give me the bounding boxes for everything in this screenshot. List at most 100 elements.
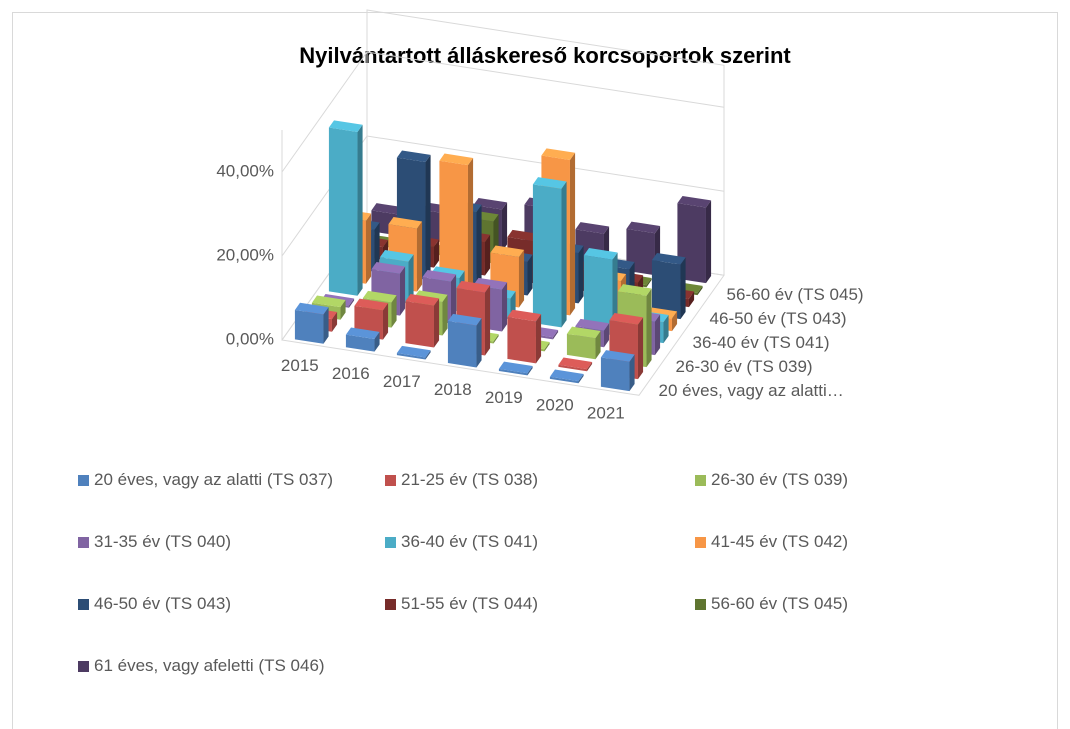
wall-edge — [366, 9, 725, 276]
bar-side — [357, 124, 363, 296]
bar-top — [490, 245, 525, 258]
x-tick-label: 2020 — [536, 396, 574, 415]
bar — [532, 177, 567, 328]
bar-side — [425, 154, 431, 280]
bar-side — [484, 234, 491, 276]
bar-side — [569, 152, 576, 316]
bar-top — [549, 369, 584, 382]
bar-top — [558, 357, 593, 370]
bar-top — [430, 266, 465, 278]
bar-top — [396, 345, 431, 358]
bar-side — [688, 291, 695, 308]
bar-side — [331, 311, 338, 332]
bar-top — [473, 197, 508, 210]
x-tick-label: 2021 — [587, 404, 625, 423]
legend-item: 36-40 év (TS 041) — [385, 530, 695, 554]
y-tick-label: 20,00% — [216, 245, 274, 264]
bar-top — [677, 195, 712, 208]
bar — [651, 252, 686, 320]
bar — [558, 357, 593, 372]
bar-top — [396, 150, 431, 163]
bar-side — [535, 314, 542, 364]
bar-top — [456, 280, 491, 293]
legend-item: 46-50 év (TS 043) — [78, 592, 385, 616]
bar-front — [439, 160, 468, 300]
bar-top — [413, 290, 448, 302]
legend-label: 46-50 év (TS 043) — [94, 594, 232, 613]
bar-top — [643, 306, 678, 319]
y-tick-label: 0,00% — [226, 329, 274, 348]
legend-label: 31-35 év (TS 040) — [94, 532, 232, 551]
legend-label: 21-25 év (TS 038) — [401, 470, 539, 489]
legend-label: 26-30 év (TS 039) — [711, 470, 849, 489]
bar-side — [450, 274, 457, 324]
x-tick-label: 2019 — [485, 388, 523, 407]
legend-item: 21-25 év (TS 038) — [385, 468, 695, 492]
bar-side — [518, 249, 525, 308]
depth-tick-label: 20 éves, vagy az alatti… — [659, 381, 844, 400]
bar — [566, 326, 601, 360]
bar-top — [473, 277, 508, 290]
bar-side — [425, 350, 431, 360]
bar-side — [697, 285, 703, 296]
bar-side — [442, 294, 448, 336]
bar-side — [365, 213, 372, 284]
bar-side — [391, 295, 397, 328]
bar-top — [362, 290, 397, 303]
bar-side — [578, 245, 584, 304]
bar-top — [507, 309, 542, 322]
bar — [549, 369, 584, 384]
bar — [600, 350, 635, 392]
legend-swatch — [695, 599, 706, 610]
bar-side — [646, 277, 652, 288]
bar-front — [345, 334, 375, 352]
bar-top — [583, 248, 618, 260]
bar — [498, 361, 533, 376]
bar — [294, 302, 329, 344]
bar-top — [311, 295, 346, 308]
bar-side — [586, 361, 593, 372]
bar-front — [405, 301, 434, 348]
legend-item: 51-55 év (TS 044) — [385, 592, 695, 616]
bar-side — [552, 330, 559, 340]
legend-item: 31-35 év (TS 040) — [78, 530, 385, 554]
bar-front — [396, 353, 426, 360]
bar-side — [654, 314, 661, 356]
bar-side — [467, 157, 474, 300]
bar-top — [600, 350, 635, 362]
bar-top — [626, 221, 661, 234]
bar-side — [671, 311, 678, 332]
legend-swatch — [78, 537, 89, 548]
bar-front — [558, 364, 587, 372]
bar-side — [476, 204, 482, 288]
bar — [405, 293, 440, 348]
bar — [507, 309, 542, 364]
bar-top — [651, 252, 686, 265]
depth-tick-label: 56-60 év (TS 045) — [727, 285, 864, 304]
legend-item: 61 éves, vagy afeletti (TS 046) — [78, 654, 385, 678]
bar-side — [680, 257, 686, 320]
bar-top — [609, 312, 644, 325]
bar-top — [294, 302, 329, 315]
bar-side — [629, 354, 635, 392]
bar-top — [354, 298, 389, 311]
bar-side — [603, 323, 610, 348]
legend-label: 36-40 év (TS 041) — [401, 532, 539, 551]
bar-front — [600, 357, 630, 392]
bar-top — [422, 269, 457, 282]
chart-frame — [12, 12, 1058, 729]
legend-swatch — [78, 599, 89, 610]
legend-item: 20 éves, vagy az alatti (TS 037) — [78, 468, 385, 492]
depth-tick-label: 46-50 év (TS 043) — [710, 309, 847, 328]
legend-label: 61 éves, vagy afeletti (TS 046) — [94, 656, 325, 675]
legend: 20 éves, vagy az alatti (TS 037) 21-25 év… — [78, 468, 1028, 678]
bar — [439, 153, 474, 300]
bar-front — [447, 321, 477, 368]
bar-side — [416, 221, 423, 292]
bar-front — [507, 316, 536, 364]
bar-top — [439, 153, 474, 166]
legend-swatch — [385, 537, 396, 548]
legend-label: 41-45 év (TS 042) — [711, 532, 849, 551]
depth-tick-label: 36-40 év (TS 041) — [693, 333, 830, 352]
